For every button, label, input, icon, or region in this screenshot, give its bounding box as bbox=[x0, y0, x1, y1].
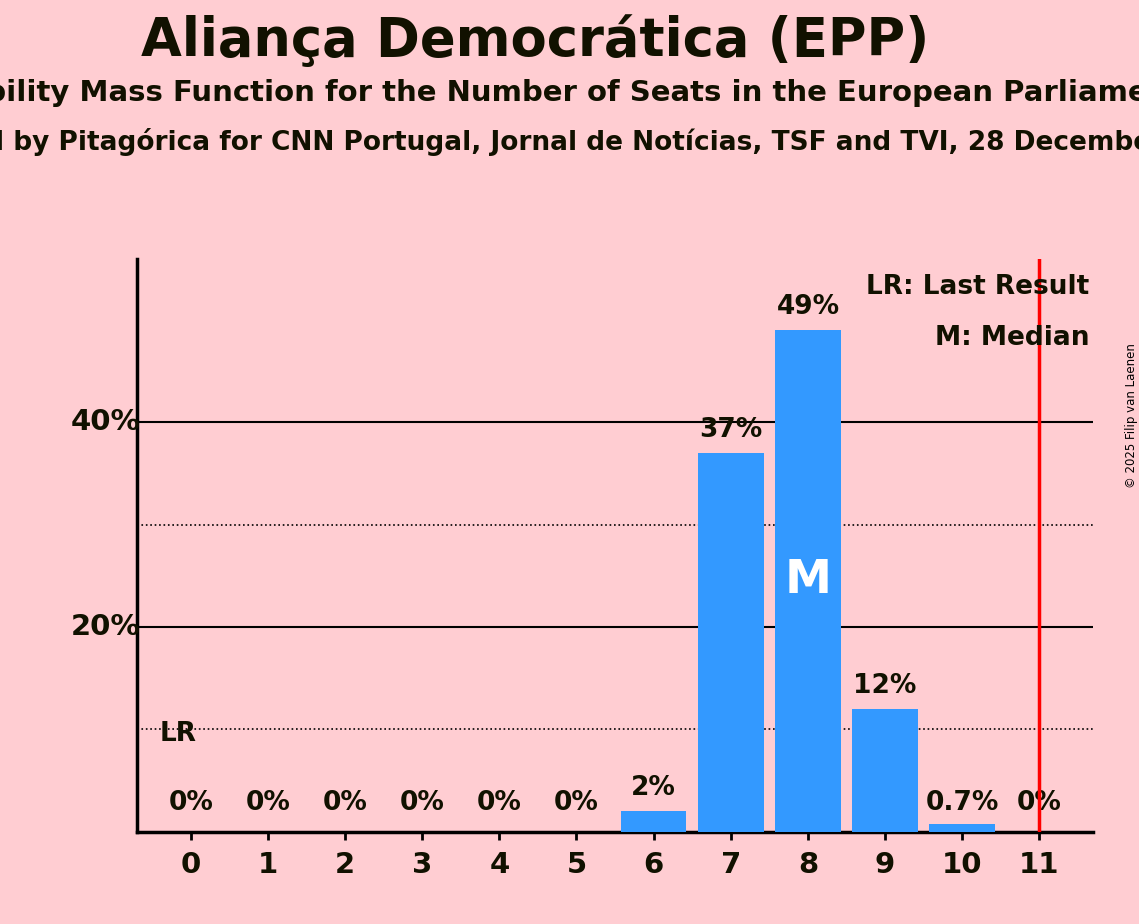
Text: 0%: 0% bbox=[477, 790, 522, 816]
Text: 2%: 2% bbox=[631, 775, 677, 801]
Text: 49%: 49% bbox=[777, 294, 839, 320]
Text: 37%: 37% bbox=[699, 417, 762, 443]
Text: 0%: 0% bbox=[322, 790, 368, 816]
Bar bbox=[698, 453, 763, 832]
Text: LR: Last Result: LR: Last Result bbox=[867, 274, 1090, 300]
Text: 40%: 40% bbox=[71, 408, 140, 436]
Text: 0%: 0% bbox=[245, 790, 290, 816]
Text: Opinion Poll by Pitagórica for CNN Portugal, Jornal de Notícias, TSF and TVI, 28: Opinion Poll by Pitagórica for CNN Portu… bbox=[0, 128, 1139, 155]
Bar bbox=[852, 709, 918, 832]
Text: 12%: 12% bbox=[853, 673, 917, 699]
Text: 0%: 0% bbox=[169, 790, 213, 816]
Text: 0%: 0% bbox=[400, 790, 444, 816]
Bar bbox=[621, 811, 687, 832]
Text: Probability Mass Function for the Number of Seats in the European Parliament: Probability Mass Function for the Number… bbox=[0, 79, 1139, 106]
Text: M: Median: M: Median bbox=[935, 325, 1090, 351]
Text: Aliança Democrática (EPP): Aliança Democrática (EPP) bbox=[141, 14, 929, 67]
Bar bbox=[776, 331, 841, 832]
Text: LR: LR bbox=[159, 722, 197, 748]
Text: 0.7%: 0.7% bbox=[926, 790, 999, 816]
Text: M: M bbox=[785, 558, 831, 603]
Text: © 2025 Filip van Laenen: © 2025 Filip van Laenen bbox=[1124, 344, 1138, 488]
Text: 0%: 0% bbox=[554, 790, 599, 816]
Text: 0%: 0% bbox=[1017, 790, 1062, 816]
Bar bbox=[929, 824, 995, 832]
Text: 20%: 20% bbox=[71, 613, 140, 641]
